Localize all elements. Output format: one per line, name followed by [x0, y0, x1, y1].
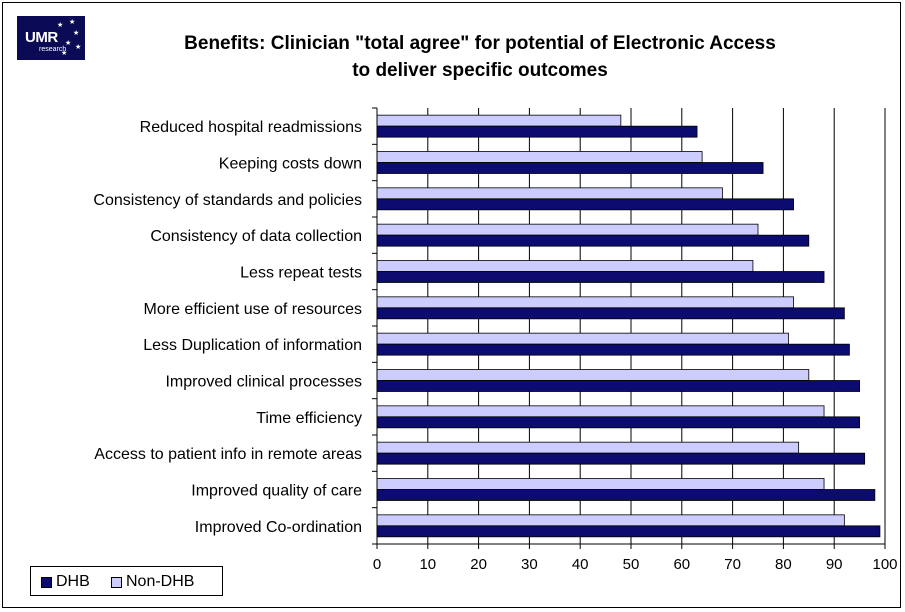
x-tick-label: 50: [623, 556, 640, 573]
x-tick-label: 10: [419, 556, 436, 573]
logo-subtext: research: [39, 46, 67, 53]
bar-non-dhb: [376, 296, 794, 309]
chart-title-line-2: to deliver specific outcomes: [352, 60, 608, 81]
bar-non-dhb: [376, 405, 825, 418]
legend-label-non-dhb: Non-DHB: [126, 573, 195, 590]
legend-swatch-non-dhb: [111, 576, 122, 588]
bar-non-dhb: [376, 223, 759, 236]
x-tick-label: 90: [826, 556, 843, 573]
bar-dhb: [376, 125, 698, 138]
bar-dhb: [376, 343, 850, 356]
bar-non-dhb: [376, 441, 800, 454]
bar-non-dhb: [376, 478, 825, 490]
legend-swatch-dhb: [41, 576, 52, 588]
category-label: Reduced hospital readmissions: [140, 119, 362, 136]
bar-non-dhb: [376, 369, 810, 381]
bar-dhb: [376, 380, 861, 392]
category-label: Consistency of standards and policies: [93, 192, 362, 209]
x-tick-label: 30: [521, 556, 538, 573]
category-label: Improved quality of care: [191, 483, 362, 500]
bar-non-dhb: [376, 260, 754, 272]
star-icon: ★: [57, 22, 64, 29]
chart-title: Benefits: Clinician "total agree" for po…: [100, 30, 860, 84]
category-label: Access to patient info in remote areas: [94, 446, 362, 463]
bar-dhb: [376, 198, 794, 211]
bar-dhb: [376, 452, 866, 465]
umr-logo: UMR research ★ ★ ★ ★ ★ ★: [17, 16, 85, 60]
bar-non-dhb: [376, 187, 723, 200]
bar-non-dhb: [376, 151, 703, 163]
bar-dhb: [376, 525, 881, 538]
x-tick-label: 100: [872, 556, 897, 573]
category-label: Improved clinical processes: [165, 374, 362, 391]
category-label: Less repeat tests: [240, 265, 362, 282]
legend-item-non-dhb: Non-DHB: [111, 573, 194, 591]
chart-legend: DHB Non-DHB: [30, 566, 223, 596]
legend-label-dhb: DHB: [56, 573, 90, 590]
category-label: Time efficiency: [256, 410, 362, 427]
category-label: Less Duplication of information: [143, 337, 362, 354]
bar-dhb: [376, 489, 876, 501]
star-icon: ★: [61, 50, 68, 57]
logo-brand: UMR: [25, 29, 58, 46]
bar-dhb: [376, 307, 845, 320]
category-label: Improved Co-ordination: [195, 519, 362, 536]
category-label: Consistency of data collection: [150, 228, 362, 245]
bar-dhb: [376, 162, 764, 174]
x-tick-label: 80: [775, 556, 792, 573]
bar-dhb: [376, 234, 810, 247]
x-tick-label: 40: [572, 556, 589, 573]
category-label: Keeping costs down: [219, 156, 362, 173]
star-icon: ★: [73, 30, 80, 37]
x-tick-label: 0: [373, 556, 381, 573]
category-label: More efficient use of resources: [144, 301, 362, 318]
star-icon: ★: [75, 44, 82, 51]
star-icon: ★: [65, 40, 72, 47]
legend-item-dhb: DHB: [41, 573, 90, 591]
bar-non-dhb: [376, 114, 622, 127]
bar-non-dhb: [376, 332, 789, 345]
x-tick-label: 70: [724, 556, 741, 573]
x-tick-label: 20: [470, 556, 487, 573]
bar-dhb: [376, 271, 825, 283]
star-icon: ★: [69, 19, 76, 26]
chart-title-line-1: Benefits: Clinician "total agree" for po…: [184, 33, 776, 54]
bar-non-dhb: [376, 514, 845, 527]
bar-dhb: [376, 416, 861, 429]
x-tick-label: 60: [673, 556, 690, 573]
